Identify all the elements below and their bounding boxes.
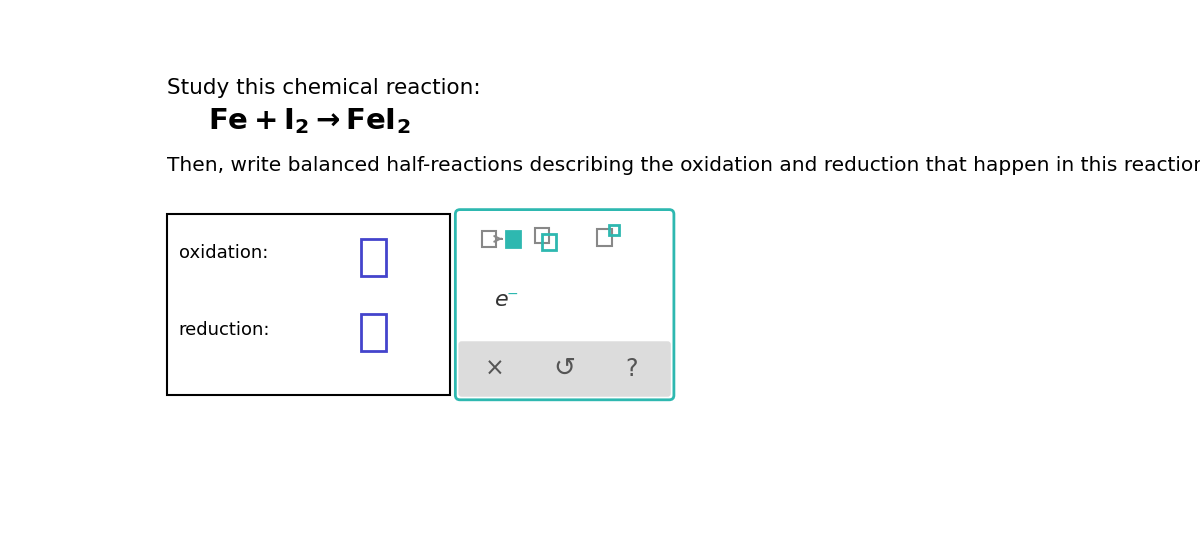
Text: reduction:: reduction: [179, 321, 270, 339]
Bar [542, 234, 556, 250]
Bar [361, 315, 385, 351]
Bar [535, 228, 550, 244]
Text: −: − [506, 287, 518, 301]
Text: Then, write balanced half-reactions describing the oxidation and reduction that : Then, write balanced half-reactions desc… [167, 156, 1200, 176]
FancyBboxPatch shape [458, 341, 671, 397]
Text: oxidation:: oxidation: [179, 244, 268, 262]
Bar [167, 214, 450, 395]
Text: e: e [494, 290, 509, 310]
Text: ?: ? [626, 357, 638, 381]
FancyBboxPatch shape [455, 210, 674, 400]
Text: ↺: ↺ [553, 356, 576, 382]
Bar [361, 239, 385, 276]
Bar [505, 231, 520, 247]
Bar [482, 231, 497, 247]
Text: Study this chemical reaction:: Study this chemical reaction: [167, 78, 481, 98]
Bar [610, 225, 619, 234]
Text: $\mathbf{Fe+I_2 \rightarrow FeI_2}$: $\mathbf{Fe+I_2 \rightarrow FeI_2}$ [208, 106, 410, 136]
Text: ×: × [485, 357, 505, 381]
Bar [596, 229, 612, 246]
